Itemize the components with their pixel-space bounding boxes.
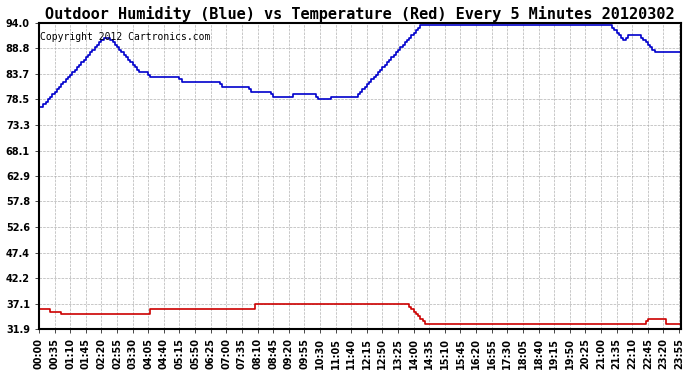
Text: Copyright 2012 Cartronics.com: Copyright 2012 Cartronics.com — [40, 32, 210, 42]
Title: Outdoor Humidity (Blue) vs Temperature (Red) Every 5 Minutes 20120302: Outdoor Humidity (Blue) vs Temperature (… — [46, 6, 675, 21]
